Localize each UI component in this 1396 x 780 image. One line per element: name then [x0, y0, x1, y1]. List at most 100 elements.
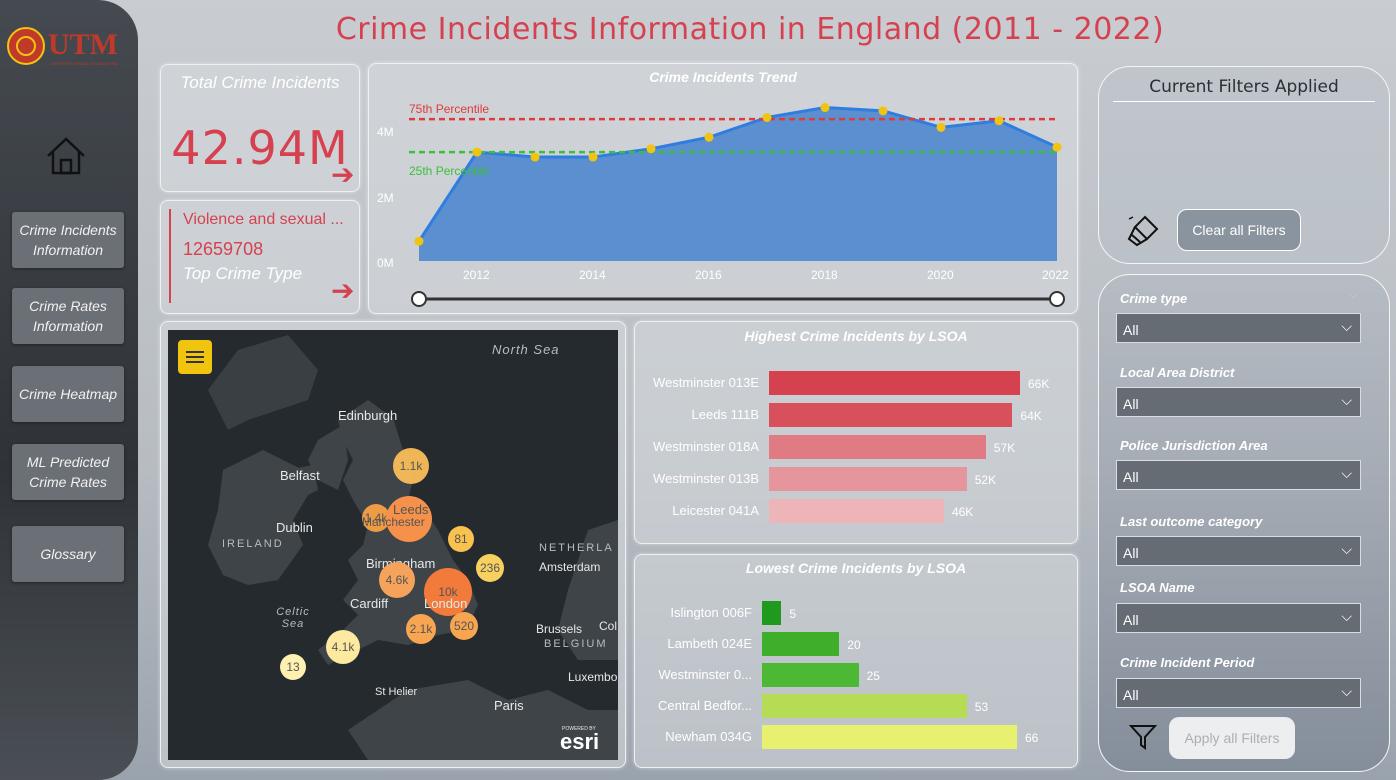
bar[interactable] [769, 371, 1020, 395]
bar[interactable] [762, 601, 782, 625]
range-slider-start-handle[interactable] [411, 291, 427, 307]
bar[interactable] [769, 403, 1013, 427]
clear-all-filters-button[interactable]: Clear all Filters [1177, 209, 1301, 251]
trend-point [646, 144, 656, 154]
slicer-crime-incident-period[interactable]: All ⌵ [1116, 678, 1361, 708]
bar[interactable] [762, 694, 967, 718]
map-menu-button[interactable] [178, 340, 212, 374]
kpi-label: Total Crime Incidents [180, 73, 340, 92]
trend-point [472, 147, 482, 157]
bar[interactable] [769, 499, 944, 523]
map-label: Dublin [276, 520, 313, 535]
nav-crime-incidents-information[interactable]: Crime Incidents Information [12, 212, 124, 268]
bar-value: 25 [866, 669, 880, 683]
bar-label: Islington 006F [670, 605, 752, 620]
map-label: Leeds [393, 502, 429, 517]
bar-value: 5 [789, 607, 796, 621]
nav-crime-rates-information[interactable]: Crime Rates Information [12, 288, 124, 344]
trend-chart: 4M 2M 0M 2012 2014 2016 2018 2020 2022 7… [377, 102, 1069, 307]
lowest-lsoa-card: Lowest Crime Incidents by LSOA Islington… [634, 554, 1078, 768]
nav-glossary[interactable]: Glossary [12, 526, 124, 582]
bar[interactable] [762, 663, 859, 687]
nav-crime-heatmap[interactable]: Crime Heatmap [12, 366, 124, 422]
svg-text:UTM: UTM [48, 28, 118, 61]
map-cluster[interactable]: 81 [448, 526, 474, 552]
trend-point [704, 132, 714, 142]
bar-value: 57K [993, 441, 1016, 455]
esri-powered-by: POWERED BY [562, 726, 596, 732]
slicer-label: Police Jurisdiction Area [1120, 438, 1268, 453]
chevron-down-icon: ⌵ [1341, 318, 1352, 334]
bar-label: Central Bedfor... [658, 698, 752, 713]
range-slider-end-handle[interactable] [1049, 291, 1065, 307]
map-label: North Sea [492, 342, 560, 357]
y-tick: 2M [377, 191, 394, 205]
map-label: IRELAND [222, 538, 284, 550]
map-label: Cardiff [350, 596, 389, 611]
trend-point [820, 103, 830, 113]
y-tick: 4M [377, 125, 394, 139]
drillthrough-arrow-icon[interactable]: ➔ [331, 159, 355, 190]
trend-point [588, 152, 598, 162]
map-cluster[interactable]: 4.6k [379, 562, 415, 598]
svg-text:UNIVERSITI TEKNOLOGI MALAYSIA: UNIVERSITI TEKNOLOGI MALAYSIA [50, 61, 118, 66]
bar[interactable] [769, 435, 986, 459]
map-label: NETHERLA [539, 542, 614, 554]
home-icon[interactable] [44, 134, 88, 178]
nav-ml-predicted-crime-rates[interactable]: ML Predicted Crime Rates [12, 444, 124, 500]
bar-value: 66K [1028, 377, 1050, 391]
bar[interactable] [762, 632, 840, 656]
slicer-police-jurisdiction[interactable]: All ⌵ [1116, 460, 1361, 490]
map-label: Amsterdam [539, 560, 601, 574]
sidebar: UTM UNIVERSITI TEKNOLOGI MALAYSIA Crime … [0, 0, 138, 780]
trend-point [878, 106, 888, 116]
map-label: London [424, 596, 468, 611]
trend-point [530, 152, 540, 162]
map-cluster[interactable]: 2.1k [406, 614, 436, 644]
esri-logo: esri [560, 729, 600, 754]
chevron-down-icon[interactable]: ⌵ [1349, 289, 1358, 301]
map-cluster-manchester[interactable] [386, 496, 432, 542]
map-cluster[interactable]: 1.1k [393, 448, 429, 484]
map-cluster[interactable]: 520 [450, 612, 478, 640]
slicer-local-area-district[interactable]: All ⌵ [1116, 387, 1361, 417]
trend-line [417, 106, 1058, 243]
slicer-last-outcome[interactable]: All ⌵ [1116, 536, 1361, 566]
chevron-down-icon: ⌵ [1341, 683, 1352, 699]
trend-chart-card: Crime Incidents Trend 4M 2M 0M 2012 2014… [368, 63, 1078, 314]
map-label: St Helier [375, 686, 418, 698]
bar[interactable] [769, 467, 967, 491]
x-tick: 2012 [463, 268, 490, 282]
map-cluster[interactable]: 1.4k [362, 504, 390, 532]
bar-label: Westminster 0... [658, 667, 752, 682]
slicer-label: Crime type [1120, 291, 1188, 306]
map-label: Celtic Sea [276, 606, 310, 630]
slicer-crime-type[interactable]: All ⌵ [1116, 313, 1361, 343]
chevron-down-icon: ⌵ [1341, 465, 1352, 481]
p75-label: 75th Percentile [409, 102, 489, 116]
map-cluster[interactable]: 236 [476, 554, 504, 582]
utm-logo: UTM UNIVERSITI TEKNOLOGI MALAYSIA [7, 27, 118, 66]
map-label: Paris [494, 698, 524, 713]
drillthrough-arrow-icon[interactable]: ➔ [331, 275, 355, 306]
y-tick: 0M [377, 256, 394, 270]
bar-value: 20 [847, 638, 861, 652]
trend-area [419, 107, 1057, 261]
filters-title: Current Filters Applied [1149, 77, 1339, 97]
bar-label: Westminster 018A [653, 439, 759, 454]
top-crime-count: 12659708 [183, 239, 264, 259]
slicer-lsoa-name[interactable]: All ⌵ [1116, 603, 1361, 633]
x-tick: 2016 [695, 268, 722, 282]
bar[interactable] [762, 725, 1017, 749]
map-label: Belfast [280, 468, 320, 483]
trend-point [994, 116, 1004, 126]
map-cluster[interactable]: 4.1k [326, 630, 360, 664]
kpi-total-crime-card: Total Crime Incidents 42.94M ➔ [160, 64, 360, 192]
crime-map[interactable]: North Sea Edinburgh Belfast Dublin IRELA… [168, 330, 618, 760]
map-cluster[interactable]: 10k [424, 568, 472, 616]
divider [1113, 101, 1375, 102]
page-title: Crime Incidents Information in England (… [335, 12, 1165, 47]
eraser-icon[interactable] [1125, 213, 1161, 249]
map-cluster[interactable]: 13 [280, 654, 306, 680]
apply-all-filters-button[interactable]: Apply all Filters [1169, 717, 1295, 759]
